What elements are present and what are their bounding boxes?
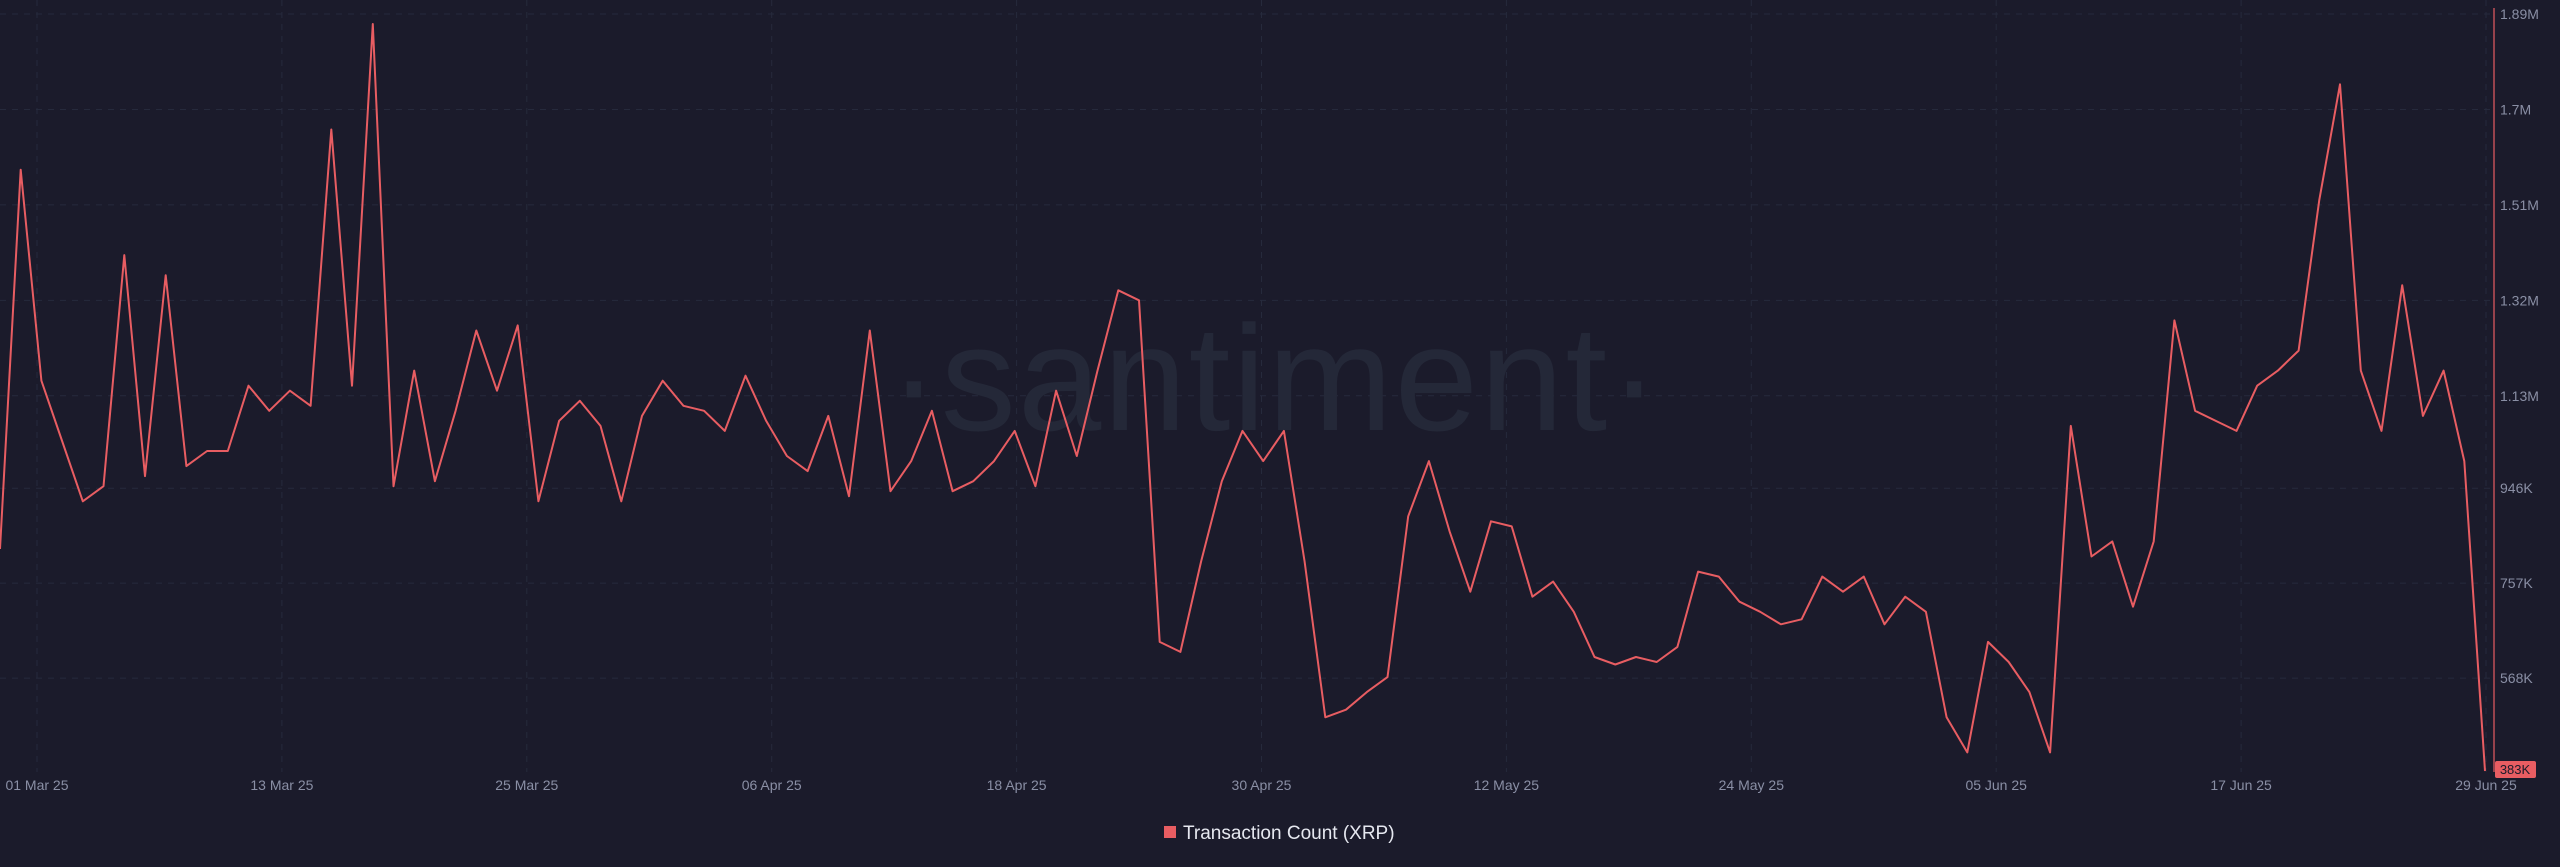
legend[interactable]: Transaction Count (XRP) [1164, 823, 1395, 844]
y-tick-label: 757K [2500, 575, 2533, 591]
x-tick-label: 24 May 25 [1719, 777, 1785, 793]
y-tick-label: 1.13M [2500, 388, 2539, 404]
y-tick-label: 1.32M [2500, 292, 2539, 308]
y-tick-label: 1.89M [2500, 6, 2539, 22]
x-tick-label: 29 Jun 25 [2455, 777, 2517, 793]
x-tick-label: 18 Apr 25 [987, 777, 1047, 793]
y-tick-label: 946K [2500, 480, 2533, 496]
y-tick-label: 1.7M [2500, 101, 2531, 117]
series-line-transaction-count [0, 23, 2486, 772]
x-axis: 01 Mar 25 13 Mar 25 25 Mar 25 06 Apr 25 18 A… [5, 777, 2516, 793]
x-tick-label: 25 Mar 25 [495, 777, 558, 793]
x-tick-label: 05 Jun 25 [1965, 777, 2027, 793]
x-tick-label: 01 Mar 25 [5, 777, 68, 793]
y-tick-label: 1.51M [2500, 197, 2539, 213]
x-tick-label: 17 Jun 25 [2210, 777, 2272, 793]
x-tick-label: 12 May 25 [1474, 777, 1540, 793]
grid [0, 0, 2494, 772]
plot-area[interactable] [0, 23, 2486, 772]
x-tick-label: 06 Apr 25 [742, 777, 802, 793]
x-tick-label: 30 Apr 25 [1232, 777, 1292, 793]
legend-swatch [1164, 826, 1176, 838]
y-tick-label: 568K [2500, 670, 2533, 686]
x-tick-label: 13 Mar 25 [250, 777, 313, 793]
last-value-label: 383K [2500, 762, 2531, 777]
last-value-badge: 383K [2495, 761, 2536, 778]
santiment-watermark: ·santiment· [889, 294, 1661, 462]
legend-label: Transaction Count (XRP) [1183, 823, 1395, 844]
y-axis: 1.89M 1.7M 1.51M 1.32M 1.13M 946K 757K 568K [2500, 6, 2539, 686]
